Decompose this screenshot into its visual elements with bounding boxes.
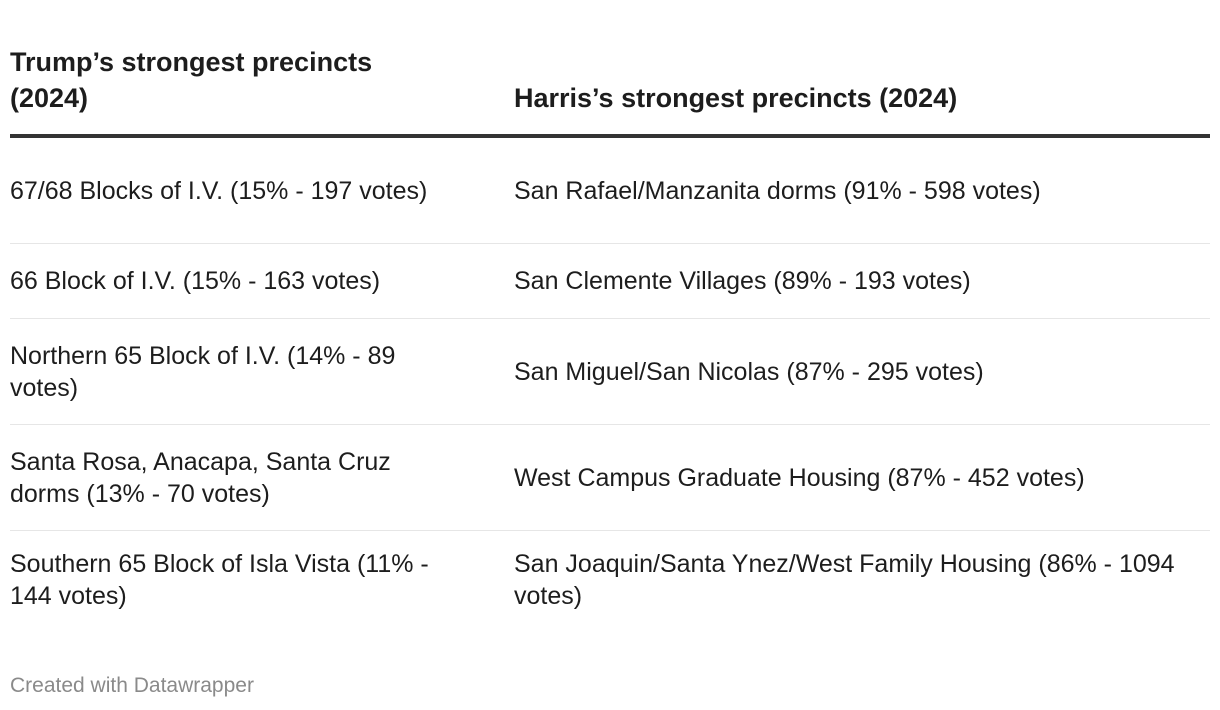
trump-precinct-cell: Santa Rosa, Anacapa, Santa Cruz dorms (1… bbox=[10, 424, 514, 531]
table-row: 66 Block of I.V. (15% - 163 votes) San C… bbox=[10, 243, 1210, 319]
table-body: 67/68 Blocks of I.V. (15% - 197 votes) S… bbox=[10, 136, 1210, 629]
harris-precinct-cell: San Joaquin/Santa Ynez/West Family Housi… bbox=[514, 550, 1175, 610]
column-header-trump: Trump’s strongest precincts (2024) bbox=[10, 44, 514, 138]
table-header: Trump’s strongest precincts (2024) Harri… bbox=[10, 44, 1210, 138]
table-row: Southern 65 Block of Isla Vista (11% - 1… bbox=[10, 531, 1210, 630]
trump-precinct-cell: Northern 65 Block of I.V. (14% - 89 vote… bbox=[10, 318, 514, 425]
table-row: 67/68 Blocks of I.V. (15% - 197 votes) S… bbox=[10, 136, 1210, 244]
table-row: Santa Rosa, Anacapa, Santa Cruz dorms (1… bbox=[10, 424, 1210, 531]
harris-precinct-cell: San Clemente Villages (89% - 193 votes) bbox=[514, 243, 1210, 319]
harris-precinct-cell: San Miguel/San Nicolas (87% - 295 votes) bbox=[514, 318, 1210, 425]
datawrapper-credit: Created with Datawrapper bbox=[10, 674, 254, 697]
column-header-harris: Harris’s strongest precincts (2024) bbox=[514, 44, 1210, 138]
precincts-table: Trump’s strongest precincts (2024) Harri… bbox=[10, 44, 1210, 629]
trump-precinct-cell: 66 Block of I.V. (15% - 163 votes) bbox=[10, 243, 514, 319]
table-row: Northern 65 Block of I.V. (14% - 89 vote… bbox=[10, 318, 1210, 425]
trump-precinct-cell: Southern 65 Block of Isla Vista (11% - 1… bbox=[10, 550, 429, 610]
harris-precinct-cell: West Campus Graduate Housing (87% - 452 … bbox=[514, 424, 1210, 531]
trump-precinct-cell: 67/68 Blocks of I.V. (15% - 197 votes) bbox=[10, 136, 514, 244]
header-row: Trump’s strongest precincts (2024) Harri… bbox=[10, 44, 1210, 138]
harris-precinct-cell: San Rafael/Manzanita dorms (91% - 598 vo… bbox=[514, 136, 1210, 244]
